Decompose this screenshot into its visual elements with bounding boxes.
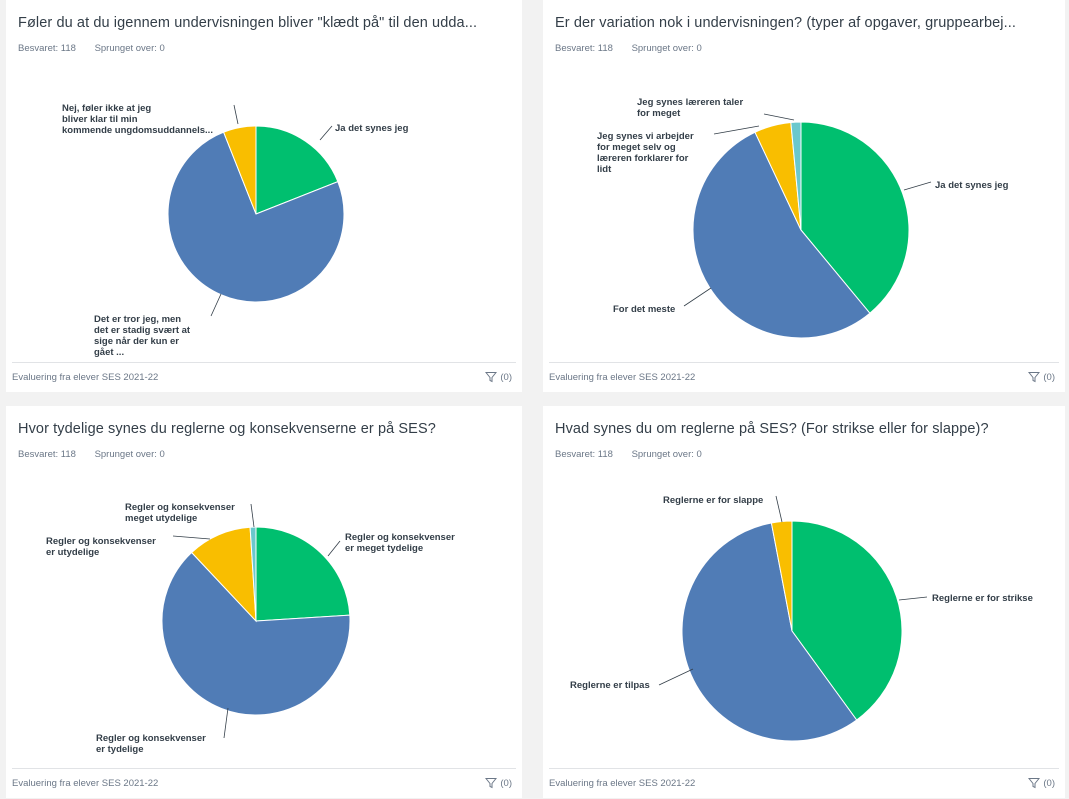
card-title[interactable]: Hvor tydelige synes du reglerne og konse…	[18, 421, 436, 437]
chart-card-4: Hvad synes du om reglerne på SES? (For s…	[543, 406, 1065, 798]
pie-slice[interactable]	[255, 125, 339, 215]
leader-line	[233, 104, 239, 125]
slice-label: Reglerne er tilpas	[570, 680, 650, 691]
filter-button[interactable]: (0)	[485, 371, 512, 383]
leader-line	[903, 181, 932, 191]
filter-icon	[1028, 372, 1041, 383]
skipped-count: Sprunget over: 0	[631, 43, 702, 54]
answered-count: Besvaret: 118	[18, 449, 76, 460]
leader-line	[319, 125, 333, 141]
pie-slice[interactable]	[800, 121, 910, 314]
leader-line	[775, 495, 783, 523]
leader-line	[763, 113, 795, 121]
leader-line	[250, 503, 255, 528]
skipped-count: Sprunget over: 0	[94, 43, 165, 54]
slice-label: Reglerne er for slappe	[663, 495, 763, 506]
pie-slice[interactable]	[222, 125, 257, 215]
pie-slice[interactable]	[249, 526, 257, 622]
pie-slice[interactable]	[255, 526, 351, 622]
leader-line	[327, 540, 341, 557]
skipped-count: Sprunget over: 0	[94, 449, 165, 460]
filter-button[interactable]: (0)	[485, 777, 512, 789]
survey-name: Evaluering fra elever SES 2021-22	[12, 778, 159, 789]
survey-name: Evaluering fra elever SES 2021-22	[549, 372, 696, 383]
slice-label: Reglerne er for strikse	[932, 593, 1033, 604]
answered-count: Besvaret: 118	[555, 43, 613, 54]
card-footer: Evaluering fra elever SES 2021-22 (0)	[549, 768, 1059, 798]
card-footer: Evaluering fra elever SES 2021-22 (0)	[549, 362, 1059, 392]
filter-button[interactable]: (0)	[1028, 371, 1055, 383]
slice-label: Regler og konsekvenser er tydelige	[96, 733, 206, 755]
slice-label: Regler og konsekvenser er utydelige	[46, 536, 156, 558]
survey-name: Evaluering fra elever SES 2021-22	[12, 372, 159, 383]
filter-count: (0)	[1043, 777, 1055, 789]
filter-count: (0)	[500, 371, 512, 383]
leader-line	[223, 707, 229, 739]
pie-slice[interactable]	[161, 551, 351, 716]
filter-icon	[485, 372, 498, 383]
filter-button[interactable]: (0)	[1028, 777, 1055, 789]
pie-chart: Regler og konsekvenser er meget tydelige R…	[46, 502, 455, 755]
skipped-count: Sprunget over: 0	[631, 449, 702, 460]
survey-name: Evaluering fra elever SES 2021-22	[549, 778, 696, 789]
slice-label: Nej, føler ikke at jeg bliver klar til mi…	[62, 103, 213, 136]
chart-card-3: Hvor tydelige synes du reglerne og konse…	[6, 406, 522, 798]
pie-slice[interactable]	[190, 526, 257, 623]
card-footer: Evaluering fra elever SES 2021-22 (0)	[12, 362, 516, 392]
answered-count: Besvaret: 118	[555, 449, 613, 460]
leader-line	[683, 287, 712, 307]
card-meta: Besvaret: 118 Sprunget over: 0	[555, 449, 718, 460]
filter-count: (0)	[1043, 371, 1055, 383]
pie-chart: Ja det synes jeg For det meste Jeg synes v…	[597, 97, 1009, 339]
slice-label: For det meste	[613, 304, 675, 315]
slice-label: Regler og konsekvenser er meget tydelige	[345, 532, 455, 554]
card-title[interactable]: Føler du at du igennem undervisningen bl…	[18, 15, 478, 31]
pie-slice[interactable]	[681, 522, 858, 742]
slice-label: Det er tror jeg, men det er stadig svært …	[94, 314, 191, 358]
filter-icon	[1028, 778, 1041, 789]
slice-label: Ja det synes jeg	[335, 123, 409, 134]
answered-count: Besvaret: 118	[18, 43, 76, 54]
pie-chart: Ja det synes jeg Det er tror jeg, men det …	[62, 103, 409, 358]
pie-slice[interactable]	[692, 131, 871, 339]
pie-slice[interactable]	[790, 121, 802, 231]
leader-line	[713, 125, 760, 135]
leader-line	[172, 535, 211, 540]
card-footer: Evaluering fra elever SES 2021-22 (0)	[12, 768, 516, 798]
leader-line	[210, 293, 222, 317]
card-title[interactable]: Er der variation nok i undervisningen? (…	[555, 15, 1016, 31]
slice-label: Jeg synes vi arbejder for meget selv og læ…	[597, 131, 694, 175]
card-meta: Besvaret: 118 Sprunget over: 0	[555, 43, 718, 54]
card-meta: Besvaret: 118 Sprunget over: 0	[18, 449, 181, 460]
slice-label: Jeg synes læreren taler for meget	[637, 97, 743, 119]
slice-label: Ja det synes jeg	[935, 180, 1009, 191]
filter-icon	[485, 778, 498, 789]
leader-line	[898, 596, 928, 601]
card-meta: Besvaret: 118 Sprunget over: 0	[18, 43, 181, 54]
pie-chart: Reglerne er for strikse Reglerne er tilpa…	[570, 495, 1033, 742]
card-title[interactable]: Hvad synes du om reglerne på SES? (For s…	[555, 421, 989, 437]
filter-count: (0)	[500, 777, 512, 789]
pie-slice[interactable]	[791, 520, 903, 721]
slice-label: Regler og konsekvenser meget utydelige	[125, 502, 235, 524]
chart-card-2: Er der variation nok i undervisningen? (…	[543, 0, 1065, 392]
leader-line	[658, 668, 694, 686]
chart-card-1: Føler du at du igennem undervisningen bl…	[6, 0, 522, 392]
